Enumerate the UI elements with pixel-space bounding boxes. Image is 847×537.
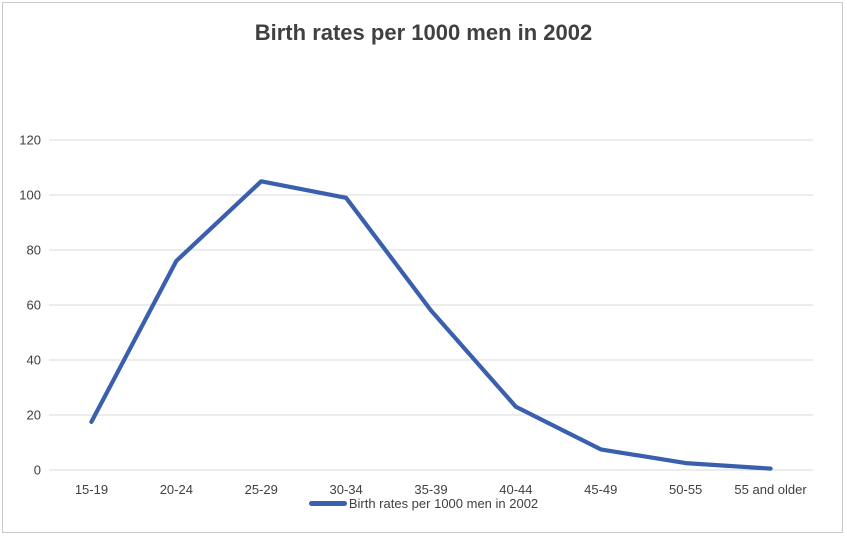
y-axis-tick-label: 20 [27,408,41,423]
x-axis-category-label: 50-55 [669,482,702,497]
x-axis-category-label: 20-24 [160,482,193,497]
y-axis-tick-label: 0 [34,463,41,478]
y-axis-tick-label: 80 [27,243,41,258]
y-axis-tick-label: 100 [19,188,41,203]
x-axis-category-label: 45-49 [584,482,617,497]
x-axis-category-label: 30-34 [329,482,362,497]
y-axis-tick-label: 40 [27,353,41,368]
x-axis-category-label: 40-44 [499,482,532,497]
x-axis-category-label: 25-29 [245,482,278,497]
x-axis-category-label: 35-39 [414,482,447,497]
legend: Birth rates per 1000 men in 2002 [0,496,847,511]
chart-title: Birth rates per 1000 men in 2002 [254,20,593,45]
y-axis-tick-label: 120 [19,133,41,148]
legend-line-marker [308,501,347,506]
data-series-line [89,179,773,471]
x-axis-category-label: 55 and older [734,482,807,497]
x-axis-category-label: 15-19 [75,482,108,497]
legend-label: Birth rates per 1000 men in 2002 [348,496,539,511]
y-axis-tick-label: 60 [27,298,41,313]
